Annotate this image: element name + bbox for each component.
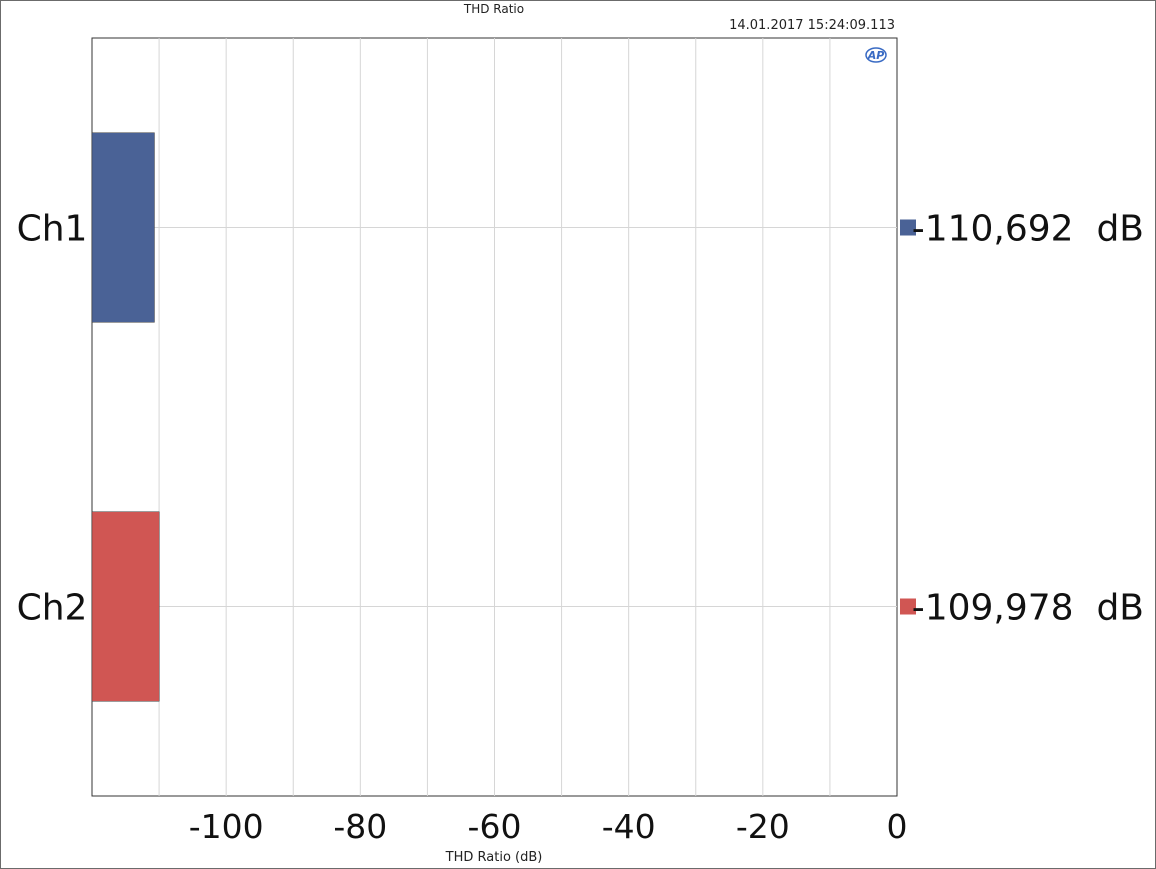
x-tick-label: 0 (887, 807, 908, 846)
category-label: Ch1 (17, 209, 88, 250)
x-tick-label: -100 (189, 807, 264, 846)
ap-logo-text: AP (867, 49, 885, 62)
category-labels: Ch1 Ch2 (17, 209, 88, 629)
ap-logo: AP (865, 47, 887, 63)
value-readout: -110,692 dB (912, 209, 1144, 250)
bar-ch1 (91, 132, 155, 323)
legend-swatch (900, 598, 916, 615)
bars (91, 132, 160, 702)
x-axis-label: THD Ratio (dB) (445, 850, 543, 865)
chart-title: THD Ratio (463, 2, 525, 16)
legend-swatch (900, 219, 916, 236)
x-tick-label: -60 (468, 807, 522, 846)
timestamp: 14.01.2017 15:24:09.113 (729, 18, 895, 33)
ap-logo-icon (865, 47, 887, 63)
x-tick-label: -20 (736, 807, 790, 846)
bar-ch2 (91, 511, 160, 702)
value-readouts: -110,692 dB -109,978 dB (900, 209, 1144, 629)
category-label: Ch2 (17, 588, 88, 629)
x-ticks: -100 -80 -60 -40 -20 0 (189, 807, 908, 846)
x-tick-label: -80 (333, 807, 387, 846)
x-tick-label: -40 (602, 807, 656, 846)
value-readout: -109,978 dB (912, 588, 1144, 629)
